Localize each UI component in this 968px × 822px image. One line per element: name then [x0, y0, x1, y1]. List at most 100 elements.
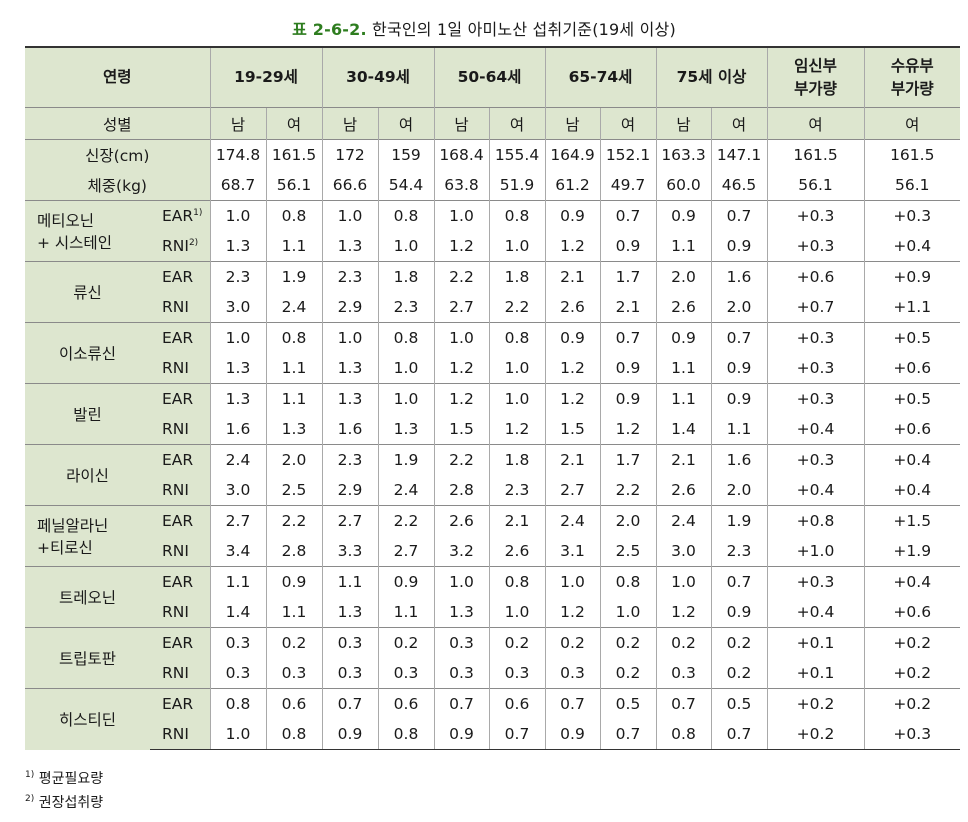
weight-cell: 49.7 [599, 170, 656, 201]
rni-value-cell: 1.2 [544, 231, 600, 262]
amino-acid-row-ear: 라이신 EAR 2.4 2.0 2.3 1.9 2.2 1.8 2.1 1.7 2.1 1.6 +0.3… [25, 444, 960, 506]
rni-value-cell: 1.6 [321, 414, 378, 445]
ear-value-cell: 2.2 [377, 505, 434, 536]
ear-value-cell: 0.7 [321, 688, 378, 719]
ear-value-cell: +0.2 [863, 688, 960, 719]
rni-value-cell: +1.9 [863, 536, 960, 567]
rni-value-cell: 1.1 [655, 231, 711, 262]
ear-value-cell: 2.4 [655, 505, 711, 536]
amino-acid-table: 연령 19-29세 30-49세 50-64세 65-74세 75세 이상 임신… [25, 46, 960, 750]
footnote-ref: 1) [193, 208, 203, 218]
rni-value-cell: +1.0 [766, 536, 864, 567]
rni-value-cell: +0.1 [766, 658, 864, 689]
ear-value-cell: 2.4 [544, 505, 600, 536]
ear-value-cell: +0.2 [766, 688, 864, 719]
rni-value-cell: 1.4 [209, 597, 266, 628]
age-group: 50-64세 [433, 46, 545, 108]
ear-value-cell: 1.1 [655, 383, 711, 414]
ear-value-cell: 2.0 [599, 505, 656, 536]
ear-value-cell: 1.8 [488, 444, 545, 475]
ear-value-cell: 0.8 [488, 566, 545, 597]
ear-label-text: EAR [162, 390, 194, 408]
sex-cell: 남 [433, 107, 489, 140]
amino-acid-name-line1: 발린 [73, 406, 102, 424]
amino-acid-row-rni: RNI 1.6 1.3 1.6 1.3 1.5 1.2 1.5 1.2 1.4 1.1 +0.4 +0.… [25, 414, 960, 445]
ear-value-cell: 0.9 [544, 322, 600, 353]
ear-value-cell: 0.2 [599, 627, 656, 658]
ear-value-cell: 1.0 [433, 200, 489, 231]
weight-cell: 54.4 [377, 170, 434, 201]
ear-value-cell: +0.4 [863, 444, 960, 475]
ear-value-cell: 1.1 [265, 383, 322, 414]
footnote-1: 1) 평균필요량 [25, 768, 103, 788]
amino-acid-name: 히스티딘 [25, 688, 150, 750]
ear-label-text: EAR [162, 512, 194, 530]
ear-value-cell: 0.2 [544, 627, 600, 658]
rni-label: RNI [150, 658, 210, 689]
ear-value-cell: 2.7 [321, 505, 378, 536]
sex-cell: 남 [544, 107, 600, 140]
ear-value-cell: 1.7 [599, 261, 656, 292]
ear-value-cell: 0.7 [710, 200, 767, 231]
rni-value-cell: 1.1 [265, 597, 322, 628]
ear-value-cell: 1.0 [544, 566, 600, 597]
ear-value-cell: 2.0 [655, 261, 711, 292]
rni-value-cell: +0.6 [863, 353, 960, 384]
ear-value-cell: 0.6 [265, 688, 322, 719]
rni-label: RNI [150, 597, 210, 628]
rni-value-cell: 2.6 [655, 475, 711, 506]
rni-value-cell: 0.9 [433, 719, 489, 750]
ear-value-cell: 2.2 [433, 444, 489, 475]
amino-acid-row-ear: 트립토판 EAR 0.3 0.2 0.3 0.2 0.3 0.2 0.2 0.2 0.2 0.2 +0.… [25, 627, 960, 689]
rni-value-cell: 1.1 [710, 414, 767, 445]
ear-value-cell: 1.0 [433, 566, 489, 597]
rni-value-cell: 1.0 [488, 597, 545, 628]
ear-value-cell: 2.2 [265, 505, 322, 536]
rni-value-cell: 1.0 [377, 353, 434, 384]
rni-value-cell: 0.7 [710, 719, 767, 750]
ear-value-cell: 0.6 [488, 688, 545, 719]
ear-value-cell: 0.5 [710, 688, 767, 719]
rni-value-cell: 1.3 [265, 414, 322, 445]
pregnancy-header: 임신부 부가량 [766, 46, 864, 108]
rni-value-cell: 1.0 [488, 353, 545, 384]
rni-value-cell: +0.2 [766, 719, 864, 750]
rni-value-cell: 0.3 [209, 658, 266, 689]
rni-value-cell: 2.6 [655, 292, 711, 323]
ear-value-cell: 0.8 [377, 200, 434, 231]
ear-value-cell: 1.8 [488, 261, 545, 292]
ear-value-cell: +0.9 [863, 261, 960, 292]
rni-label: RNI [150, 414, 210, 445]
ear-value-cell: +0.3 [766, 566, 864, 597]
ear-label-text: EAR [162, 634, 194, 652]
rni-value-cell: 1.0 [377, 231, 434, 262]
rni-value-cell: 1.2 [433, 353, 489, 384]
rni-value-cell: 2.3 [377, 292, 434, 323]
ear-value-cell: +0.6 [766, 261, 864, 292]
rni-value-cell: 1.1 [377, 597, 434, 628]
ear-value-cell: 0.3 [209, 627, 266, 658]
amino-acid-name-line2: + 시스테인 [37, 234, 112, 252]
ear-value-cell: +0.5 [863, 383, 960, 414]
rni-value-cell: 1.2 [544, 597, 600, 628]
rni-value-cell: 2.3 [710, 536, 767, 567]
rni-label-text: RNI [162, 603, 189, 621]
amino-acid-row-rni: RNI 1.4 1.1 1.3 1.1 1.3 1.0 1.2 1.0 1.2 0.9 +0.4 +0.… [25, 597, 960, 628]
amino-acid-name: 페닐알라닌 +티로신 [25, 505, 150, 567]
rni-value-cell: 1.3 [321, 597, 378, 628]
ear-label-text: EAR [162, 695, 194, 713]
ear-value-cell: 0.9 [655, 200, 711, 231]
ear-value-cell: 2.1 [655, 444, 711, 475]
rni-label-text: RNI [162, 420, 189, 438]
rni-value-cell: 2.4 [265, 292, 322, 323]
ear-value-cell: 1.0 [321, 200, 378, 231]
ear-value-cell: 2.3 [321, 444, 378, 475]
rni-value-cell: 1.3 [321, 353, 378, 384]
rni-value-cell: 0.8 [265, 719, 322, 750]
ear-value-cell: 1.0 [377, 383, 434, 414]
rni-value-cell: 3.0 [655, 536, 711, 567]
rni-value-cell: 1.3 [209, 353, 266, 384]
amino-acid-row-rni: RNI 1.0 0.8 0.9 0.8 0.9 0.7 0.9 0.7 0.8 0.7 +0.2 +0.… [25, 719, 960, 750]
rni-value-cell: 0.7 [488, 719, 545, 750]
age-group: 30-49세 [321, 46, 434, 108]
